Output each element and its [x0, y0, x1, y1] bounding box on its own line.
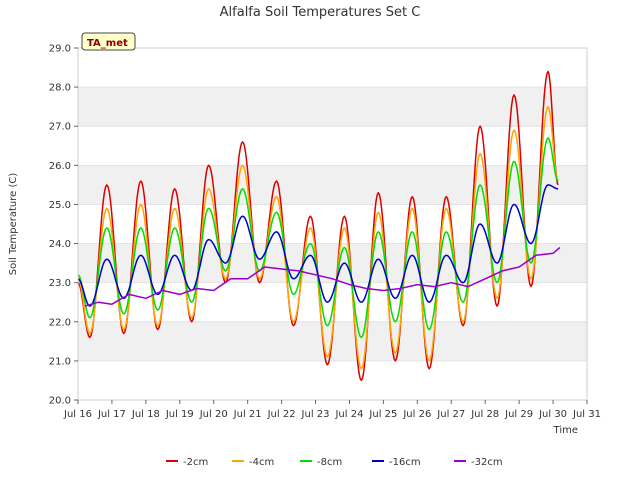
x-tick-label: Jul 16: [63, 409, 92, 420]
plot-frame: [77, 47, 588, 401]
x-axis-label: Time: [553, 425, 578, 436]
x-tick-label: Jul 28: [470, 409, 499, 420]
y-tick-label: 27.0: [49, 122, 71, 133]
x-tick-label: Jul 17: [97, 409, 126, 420]
x-tick-label: Jul 24: [334, 409, 363, 420]
ta-met-badge: TA_met: [81, 32, 136, 51]
grid-bands: [78, 86, 587, 401]
y-tick-label: 25.0: [49, 200, 71, 211]
x-tick-label: Jul 29: [504, 409, 533, 420]
y-tick-label: 22.0: [49, 317, 71, 328]
series-line-minus-4cm: [77, 105, 559, 370]
series-line-minus-8cm: [77, 137, 559, 339]
legend-label: -4cm: [249, 457, 274, 468]
y-axis: 20.0 21.0 22.0 23.0 24.0 25.0 26.0 27.0 28.0 29.0: [49, 44, 78, 407]
legend-label: -16cm: [389, 457, 421, 468]
grid-band: [78, 87, 587, 127]
x-tick-label: Jul 23: [301, 409, 330, 420]
y-tick-label: 20.0: [49, 396, 71, 407]
y-tick-label: 29.0: [49, 44, 71, 55]
y-tick-label: 21.0: [49, 356, 71, 367]
series-layer: [77, 70, 561, 382]
series-line-minus-32cm: [84, 246, 561, 307]
x-tick-label: Jul 27: [436, 409, 465, 420]
legend-label: -8cm: [317, 457, 342, 468]
chart-title: Alfalfa Soil Temperatures Set C: [220, 5, 421, 20]
ta-met-badge-text: TA_met: [87, 38, 128, 49]
grid-band: [78, 165, 587, 205]
x-tick-label: Jul 21: [233, 409, 262, 420]
x-tick-label: Jul 22: [267, 409, 296, 420]
legend-label: -2cm: [183, 457, 208, 468]
grid-band: [78, 243, 587, 283]
y-tick-label: 23.0: [49, 278, 71, 289]
legend: -2cm -4cm -8cm -16cm -32cm: [166, 457, 503, 468]
x-tick-label: Jul 30: [538, 409, 567, 420]
x-tick-label: Jul 25: [368, 409, 397, 420]
y-tick-label: 26.0: [49, 161, 71, 172]
x-tick-label: Jul 19: [165, 409, 194, 420]
x-axis: Jul 16 Jul 17 Jul 18 Jul 19 Jul 20 Jul 21 Jul …: [63, 400, 601, 420]
x-tick-label: Jul 18: [131, 409, 160, 420]
series-line-minus-16cm: [77, 184, 559, 307]
x-tick-label: Jul 26: [402, 409, 431, 420]
y-tick-label: 28.0: [49, 83, 71, 94]
x-tick-label: Jul 20: [199, 409, 228, 420]
x-tick-label: Jul 31: [572, 409, 601, 420]
y-tick-label: 24.0: [49, 239, 71, 250]
y-axis-label: Soil Temperature (C): [8, 173, 19, 276]
legend-label: -32cm: [471, 457, 503, 468]
